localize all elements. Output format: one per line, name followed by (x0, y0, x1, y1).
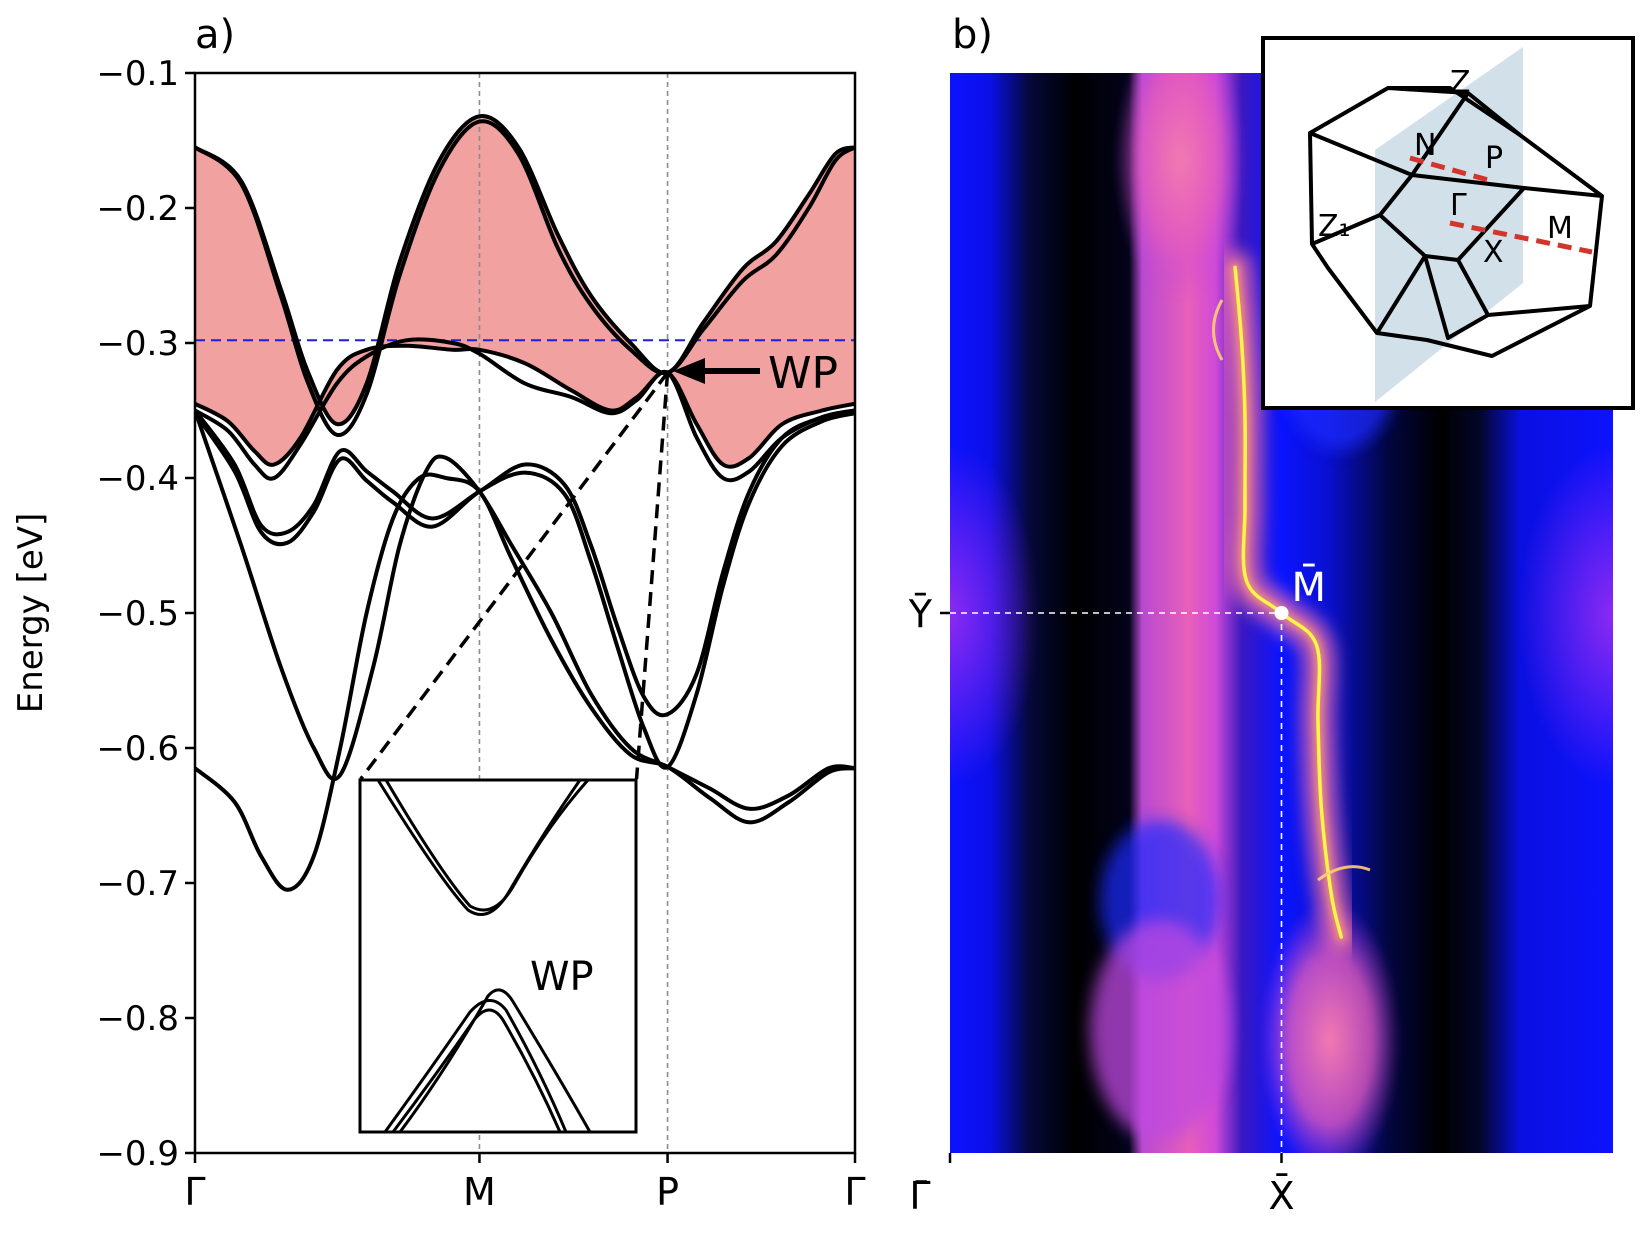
zoom-lines (359, 371, 670, 781)
inset-zoom: WP (358, 778, 638, 1134)
x-tick-label: Γ̄ (909, 1174, 930, 1218)
x-tick-gamma: Γ̄ (909, 1153, 952, 1218)
band-lines (195, 114, 855, 892)
panel-b-ticks: Γ̄ X̄ Ȳ (908, 592, 1295, 1218)
zoom-line-2 (634, 372, 670, 780)
bz-label-x: X (1483, 235, 1504, 270)
inset-band-5 (398, 988, 592, 1132)
y-tick-label: −0.2 (96, 189, 179, 229)
y-tick: −0.5 (96, 594, 195, 634)
inset-band-1 (376, 780, 582, 916)
y-tick-label: −0.1 (96, 54, 179, 94)
purple-glow-bottom-left (1090, 920, 1230, 1140)
shaded-band-region (195, 115, 855, 467)
bz-path-top (1409, 155, 1489, 183)
y-tick-label: −0.9 (96, 1134, 179, 1174)
y-tick: −0.8 (96, 999, 195, 1039)
bz-plane (1375, 47, 1523, 402)
bz-path-bottom (1449, 220, 1593, 255)
m-bar-label: M̄ (1292, 563, 1327, 611)
x-tick: Γ (184, 1153, 206, 1214)
x-tick-label: M (463, 1170, 496, 1214)
purple-glow-right (1518, 445, 1613, 785)
y-tick: −0.1 (96, 54, 195, 94)
panel-a-label: a) (195, 12, 235, 58)
y-tick-label: −0.7 (96, 864, 179, 904)
y-tick-y: Ȳ (908, 592, 950, 636)
inset-band-2 (384, 780, 590, 912)
x-tick-label: P (656, 1170, 679, 1214)
panel-b-surface-spectrum: b) M̄ Γ̄ X̄ Ȳ (908, 12, 1635, 1218)
bz-label-gamma: Γ (1450, 188, 1467, 223)
x-tick: P (656, 1153, 679, 1214)
bz-label-z: Z (1450, 65, 1471, 100)
bz-label-n: N (1414, 128, 1436, 163)
bz-edges (1308, 86, 1604, 358)
x-tick: Γ (844, 1153, 866, 1214)
surface-arc-branch-bottom (1317, 865, 1371, 882)
y-axis-label: Energy [eV] (11, 513, 51, 714)
y-tick: −0.3 (96, 324, 195, 364)
band-lower-2 (195, 472, 855, 892)
y-tick-label: −0.5 (96, 594, 179, 634)
band-lower-1 (195, 409, 855, 811)
x-tick-x: X̄ (1268, 1153, 1295, 1218)
m-bar-point (1274, 606, 1289, 620)
bz-label-m: M (1547, 211, 1573, 246)
pink-glow-top (1115, 73, 1245, 300)
purple-glow-left (950, 445, 1040, 785)
y-tick-label: −0.3 (96, 324, 179, 364)
bz-label-p: P (1485, 141, 1503, 176)
y-tick-label: −0.4 (96, 459, 179, 499)
panel-b-label: b) (952, 12, 993, 58)
surface-arc-branch-top (1212, 299, 1224, 361)
wp-arrow-head (673, 358, 705, 384)
y-tick: −0.7 (96, 864, 195, 904)
y-tick-label: Ȳ (908, 592, 933, 636)
y-tick-label: −0.6 (96, 729, 179, 769)
band-top-2 (195, 119, 855, 437)
y-tick: −0.9 (96, 1134, 195, 1174)
x-tick: M (463, 1153, 496, 1214)
band-upper-valence-1 (195, 343, 855, 469)
y-tick-label: −0.8 (96, 999, 179, 1039)
inset-band-4 (391, 1008, 562, 1132)
panel-a-band-structure: a) WP WP −0.1−0.2−0.3−0.4−0.5−0.6−0.7−0.… (11, 12, 866, 1214)
band-mid-1 (195, 408, 855, 718)
pink-glow-bottom (1260, 900, 1400, 1153)
band-upper-valence-2 (195, 337, 855, 483)
band-mid-2 (195, 411, 855, 770)
inset-wp-label: WP (530, 954, 594, 1000)
y-axis-ticks: −0.1 −0.2 −0.3 −0.4 −0.5 −0.6 −0.7 −0.8 −0.9 (96, 54, 195, 1174)
y-tick: −0.2 (96, 189, 195, 229)
zoom-line-1 (359, 371, 669, 781)
y-tick: −0.6 (96, 729, 195, 769)
bz-label-z1: Z₁ (1318, 209, 1351, 244)
band-top-1 (195, 114, 855, 427)
y-tick: −0.4 (96, 459, 195, 499)
brillouin-zone-inset: Z N P Γ Z₁ X M (1261, 36, 1635, 410)
shaded-region (195, 115, 855, 467)
x-tick-label: X̄ (1268, 1174, 1294, 1218)
x-tick-label: Γ (844, 1170, 865, 1214)
wp-label: WP (768, 348, 838, 399)
x-tick-label: Γ (184, 1170, 205, 1214)
wp-annotation: WP (673, 348, 838, 399)
